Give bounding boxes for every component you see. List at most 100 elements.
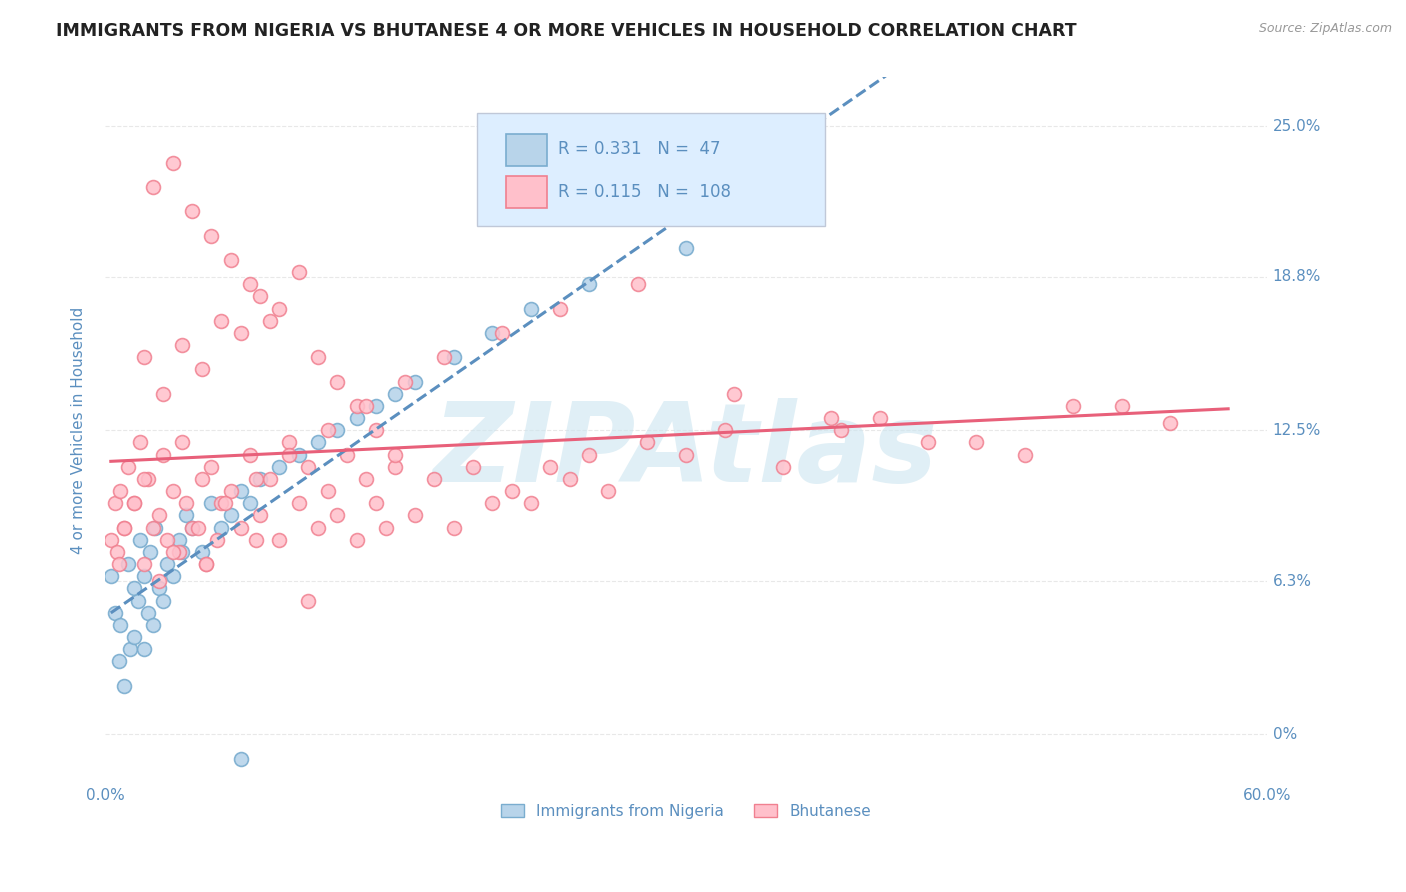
Point <box>152 593 174 607</box>
Legend: Immigrants from Nigeria, Bhutanese: Immigrants from Nigeria, Bhutanese <box>495 797 877 825</box>
Point <box>104 496 127 510</box>
Point <box>167 533 190 547</box>
Point <box>122 496 145 510</box>
Point <box>287 496 309 510</box>
Point <box>259 314 281 328</box>
Point <box>191 362 214 376</box>
Point <box>326 423 349 437</box>
Point <box>433 351 456 365</box>
Text: 18.8%: 18.8% <box>1272 269 1322 285</box>
Point <box>481 496 503 510</box>
Point <box>142 520 165 534</box>
Point <box>374 520 396 534</box>
Point <box>152 386 174 401</box>
Point <box>461 459 484 474</box>
Point <box>132 642 155 657</box>
Point <box>297 593 319 607</box>
Point <box>107 557 129 571</box>
Point <box>636 435 658 450</box>
Point <box>520 301 543 316</box>
Bar <box>506 177 547 208</box>
Point <box>538 459 561 474</box>
Bar <box>506 134 547 166</box>
Point <box>209 314 232 328</box>
Point <box>100 533 122 547</box>
Point <box>326 508 349 523</box>
Point <box>209 520 232 534</box>
Text: Source: ZipAtlas.com: Source: ZipAtlas.com <box>1258 22 1392 36</box>
Point <box>520 496 543 510</box>
Point <box>132 351 155 365</box>
Point <box>307 351 329 365</box>
Point <box>675 448 697 462</box>
Point <box>181 520 204 534</box>
Point <box>107 654 129 668</box>
Point <box>181 204 204 219</box>
Point <box>172 545 194 559</box>
Point <box>148 574 170 588</box>
Point <box>132 569 155 583</box>
Point <box>598 484 620 499</box>
Point <box>105 545 128 559</box>
Point <box>200 496 222 510</box>
Point <box>245 533 267 547</box>
Point <box>110 484 132 499</box>
Point <box>176 496 198 510</box>
FancyBboxPatch shape <box>477 112 825 226</box>
Point <box>626 277 648 292</box>
Point <box>229 752 252 766</box>
Y-axis label: 4 or more Vehicles in Household: 4 or more Vehicles in Household <box>72 307 86 554</box>
Point <box>287 448 309 462</box>
Text: 6.3%: 6.3% <box>1272 574 1312 589</box>
Point <box>148 508 170 523</box>
Point <box>162 569 184 583</box>
Point <box>316 423 339 437</box>
Point <box>346 533 368 547</box>
Point <box>384 448 406 462</box>
Text: 0%: 0% <box>1272 727 1296 742</box>
Point <box>128 435 150 450</box>
Point <box>269 459 291 474</box>
Point <box>965 435 987 450</box>
Point <box>869 411 891 425</box>
Point <box>162 545 184 559</box>
Point <box>112 520 135 534</box>
Point <box>219 508 242 523</box>
Point <box>239 448 262 462</box>
Point <box>326 375 349 389</box>
Point <box>1159 416 1181 430</box>
Text: 12.5%: 12.5% <box>1272 423 1322 438</box>
Point <box>675 241 697 255</box>
Point <box>404 375 426 389</box>
Point <box>772 192 794 206</box>
Point <box>156 557 179 571</box>
Point <box>162 484 184 499</box>
Point <box>481 326 503 340</box>
Point <box>100 569 122 583</box>
Point <box>443 520 465 534</box>
Point <box>117 459 139 474</box>
Point <box>713 423 735 437</box>
Point <box>200 459 222 474</box>
Point <box>229 520 252 534</box>
Point <box>156 533 179 547</box>
Point <box>443 351 465 365</box>
Point <box>191 545 214 559</box>
Point <box>122 582 145 596</box>
Point <box>219 484 242 499</box>
Point <box>548 301 571 316</box>
Point <box>278 435 301 450</box>
Point <box>384 386 406 401</box>
Point <box>181 520 204 534</box>
Point <box>249 472 271 486</box>
Point <box>269 301 291 316</box>
Point <box>132 557 155 571</box>
Text: IMMIGRANTS FROM NIGERIA VS BHUTANESE 4 OR MORE VEHICLES IN HOUSEHOLD CORRELATION: IMMIGRANTS FROM NIGERIA VS BHUTANESE 4 O… <box>56 22 1077 40</box>
Point <box>356 399 378 413</box>
Point <box>167 545 190 559</box>
Point <box>187 520 209 534</box>
Point <box>404 508 426 523</box>
Point <box>830 423 852 437</box>
Point <box>394 375 416 389</box>
Point <box>297 459 319 474</box>
